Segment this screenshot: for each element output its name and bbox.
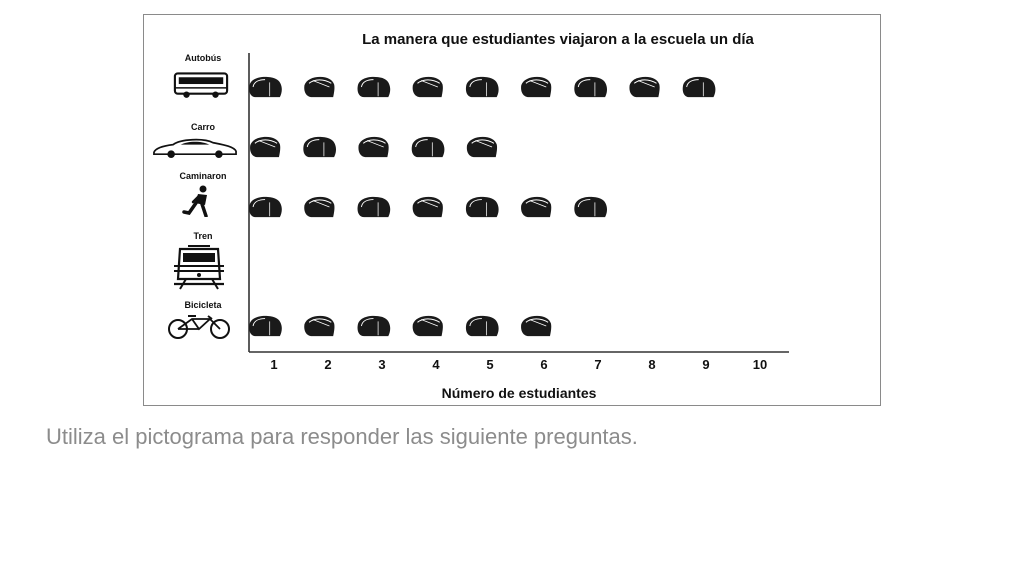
student-head-icon <box>357 76 391 98</box>
student-head-icon <box>573 76 608 98</box>
x-tick-label: 6 <box>540 357 547 372</box>
bicycle-icon <box>168 315 230 339</box>
student-head-icon <box>520 76 552 98</box>
x-tick-label: 7 <box>594 357 601 372</box>
student-head-icon <box>357 315 391 337</box>
category-label: Tren <box>193 231 212 241</box>
student-head-icon <box>248 76 283 98</box>
x-tick-label: 8 <box>648 357 655 372</box>
x-tick-label: 3 <box>378 357 385 372</box>
x-axis-ticks: 1 2 3 4 5 6 7 8 9 10 <box>270 357 767 372</box>
x-tick-label: 4 <box>432 357 440 372</box>
category-label: Autobús <box>185 53 222 63</box>
student-head-icon <box>412 76 444 98</box>
category-label: Carro <box>191 122 216 132</box>
student-head-icon <box>303 76 336 98</box>
student-head-icon <box>248 315 283 337</box>
pictograph-chart: La manera que estudiantes viajaron a la … <box>153 31 789 401</box>
train-icon <box>172 244 226 290</box>
category-legend: Autobús Carro Caminaron Tren Bicicleta <box>153 53 237 339</box>
student-head-icon <box>573 196 608 218</box>
student-head-icon <box>520 315 552 337</box>
student-head-icon <box>249 136 281 158</box>
student-head-icon <box>465 196 500 218</box>
category-label: Bicicleta <box>184 300 222 310</box>
student-head-icon <box>465 315 500 337</box>
x-tick-label: 1 <box>270 357 277 372</box>
pictograph-figure: La manera que estudiantes viajaron a la … <box>143 14 881 406</box>
student-head-icon <box>411 136 445 158</box>
student-head-icon <box>520 196 552 218</box>
student-head-icon <box>303 196 336 218</box>
car-icon <box>153 138 237 158</box>
student-head-icon <box>303 315 336 337</box>
student-head-icon <box>302 136 337 158</box>
student-head-icon <box>466 136 498 158</box>
student-head-icon <box>412 315 444 337</box>
chart-title: La manera que estudiantes viajaron a la … <box>362 31 754 48</box>
student-head-icon <box>357 136 390 158</box>
student-head-icon <box>628 76 661 98</box>
student-head-icon <box>682 76 716 98</box>
x-tick-label: 2 <box>324 357 331 372</box>
student-head-icon <box>357 196 391 218</box>
student-head-icon <box>465 76 500 98</box>
slide-caption: Utiliza el pictograma para responder las… <box>46 424 638 449</box>
x-tick-label: 5 <box>486 357 493 372</box>
x-axis-label: Número de estudiantes <box>442 385 597 401</box>
x-tick-label: 9 <box>702 357 709 372</box>
student-head-icon <box>412 196 444 218</box>
category-label: Caminaron <box>179 171 226 181</box>
walking-person-icon <box>182 185 209 217</box>
bus-icon <box>173 72 229 99</box>
student-head-icon <box>248 196 283 218</box>
x-tick-label: 10 <box>753 357 767 372</box>
pictograph-marks <box>248 76 716 337</box>
